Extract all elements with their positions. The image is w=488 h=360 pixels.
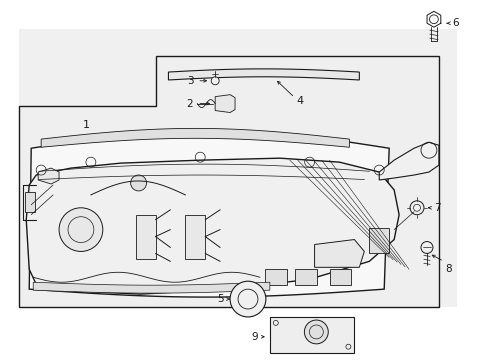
Circle shape [304,320,327,344]
Text: 5: 5 [217,294,224,304]
Polygon shape [26,158,398,294]
Text: 8: 8 [445,264,451,274]
Polygon shape [38,168,59,184]
Text: 7: 7 [433,203,440,213]
Bar [269,317,354,353]
Polygon shape [29,130,388,297]
Bar [294,269,316,285]
Circle shape [420,242,432,253]
Polygon shape [135,215,155,260]
Text: 9: 9 [251,332,257,342]
Text: 4: 4 [296,96,303,105]
Circle shape [211,77,219,85]
Circle shape [130,175,146,191]
Text: 1: 1 [82,121,89,130]
Polygon shape [19,56,438,307]
Circle shape [409,201,423,215]
Polygon shape [33,282,269,293]
Text: 2: 2 [186,99,193,109]
Circle shape [59,208,102,251]
Text: 3: 3 [186,76,193,86]
Polygon shape [168,69,359,80]
Bar [264,269,286,285]
Polygon shape [379,142,438,180]
Bar [25,192,35,212]
Bar [368,228,388,253]
Bar [329,269,351,285]
Text: 6: 6 [451,18,458,28]
Polygon shape [215,95,235,113]
Polygon shape [41,129,349,147]
Bar [19,29,456,307]
Circle shape [230,281,265,317]
Polygon shape [314,239,364,267]
Polygon shape [185,215,205,260]
